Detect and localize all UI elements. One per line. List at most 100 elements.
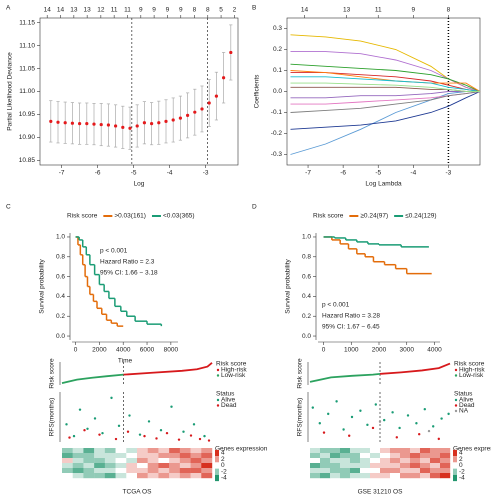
y-tick-label: 0.4 [56,293,65,300]
heat-cell [137,463,148,469]
heat-cell [400,453,411,459]
caption: TCGA OS [123,489,153,496]
heat-cell [147,453,159,459]
heat-cell [340,463,351,469]
heat-cell [430,448,441,454]
annotation: Hazard Ratio = 3.28 [322,313,380,320]
heat-cell [158,458,170,464]
heat-cell [400,458,411,464]
point [398,426,401,430]
point [207,101,211,105]
series-line [379,362,451,375]
x-tick-label: 2000 [372,347,387,354]
x-tick-label: -5 [375,170,381,177]
point [138,433,142,436]
y-tick-label: 0.3 [273,25,282,32]
heat-cell [320,448,331,454]
heat-cell [190,458,202,464]
heat-cell [350,448,361,454]
legend-swatch [216,398,220,402]
caption: GSE 31210 OS [358,489,403,496]
series-line [290,91,481,113]
heat-cell [430,453,441,459]
legend-label: Alive [221,397,235,404]
x-tick-label: 4000 [116,347,131,354]
colorbar-label: 0 [221,462,225,469]
x-tick-label: 0 [74,347,78,354]
y-axis-label: Risk score [297,358,304,389]
heat-cell [190,453,202,459]
heat-cell [410,468,421,474]
heat-cell [190,468,202,474]
heat-cell [201,468,213,474]
heat-cell [390,468,401,474]
heat-cell [380,473,391,479]
heat-cell [104,468,116,474]
heat-cell [126,458,138,464]
point [374,403,377,406]
heat-cell [370,453,381,459]
point [366,423,369,427]
point [135,124,139,128]
point [70,121,74,125]
y-tick-label: 0.0 [56,333,65,340]
y-tick-label: -0.1 [271,109,283,116]
heat-cell [390,458,401,464]
colorbar-swatch [453,462,457,469]
heat-cell [137,468,148,474]
heat-cell [340,473,351,479]
y-axis-label: RFS(months) [49,398,56,437]
heat-cell [126,473,138,479]
colorbar-swatch [453,474,457,482]
legend-swatch [216,368,220,372]
heat-cell [440,473,451,479]
heat-cell [169,448,181,454]
point [72,434,76,438]
heat-cell [201,463,213,469]
colorbar-swatch [453,468,457,475]
legend-label: ≥0.24(97) [360,213,388,220]
heat-cell [83,448,95,454]
series-line [61,373,124,384]
panel-label: A [6,5,11,12]
y-tick-label: 0.6 [56,273,65,280]
point [128,126,132,130]
heat-cell [179,458,191,464]
heat-cell [94,463,106,469]
point [78,122,82,126]
panel-label: B [252,5,256,12]
colorbar-label: -2 [221,468,227,475]
heat-cell [158,468,170,474]
point [114,437,118,441]
top-tick-label: 14 [44,7,52,14]
point [447,412,450,416]
heat-cell [430,463,441,469]
x-axis-label: Time [118,358,133,365]
y-tick-label: -0.3 [271,151,283,158]
heat-cell [390,473,401,479]
point [83,429,86,432]
point [159,429,163,432]
x-tick-label: 0 [322,347,326,354]
point [157,121,161,125]
heat-cell [340,458,351,464]
heat-cell [94,453,106,459]
y-axis-label: Survival probability [285,258,292,313]
series-line [290,91,480,99]
heat-cell [158,448,170,454]
heat-cell [390,453,401,459]
point [182,430,185,433]
heat-cell [390,448,401,454]
x-tick-label: -6 [340,170,346,177]
colorbar-swatch [453,456,457,463]
point [229,50,233,55]
heat-cell [169,453,181,459]
heat-cell [104,463,116,469]
heat-cell [330,468,341,474]
point [198,437,202,441]
annotation: Hazard Ratio = 2.3 [100,259,155,266]
colorbar-label: -4 [459,475,465,482]
annotation: p < 0.001 [100,248,128,255]
point [99,122,103,127]
heat-cell [310,453,321,459]
